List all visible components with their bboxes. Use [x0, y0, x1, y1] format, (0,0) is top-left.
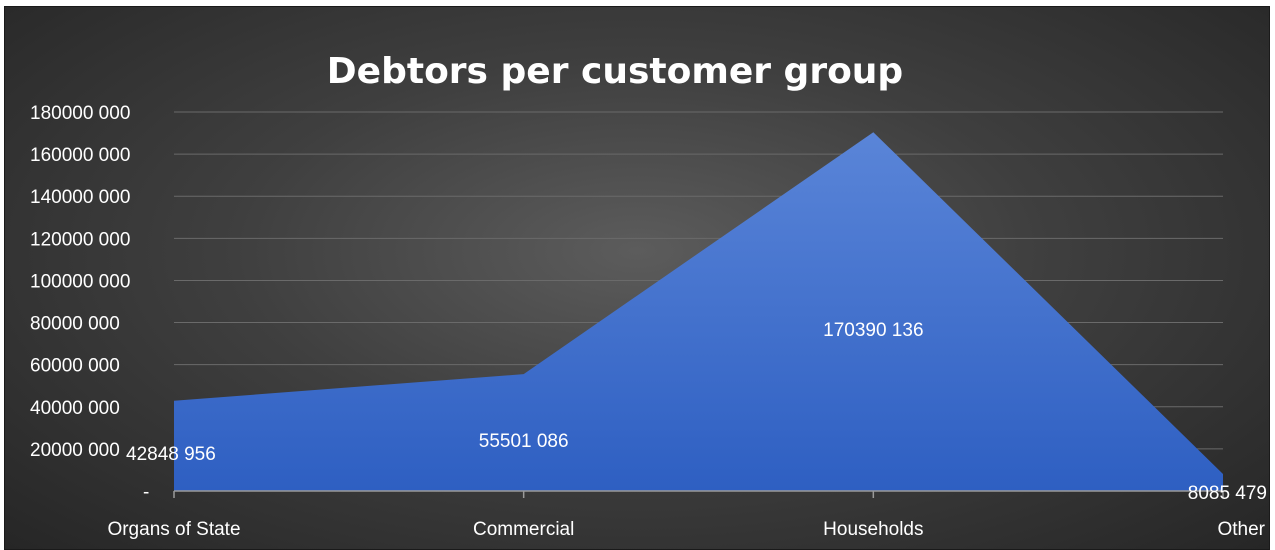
y-tick-label: 80000 000	[30, 314, 120, 335]
x-axis	[173, 490, 1224, 498]
y-tick-label: 60000 000	[30, 356, 120, 377]
y-axis-tick-labels: - 20000 000 40000 000 60000 000 80000 000 100…	[30, 103, 149, 503]
x-tick-label: Households	[823, 519, 923, 540]
y-tick-label: 140000 000	[30, 187, 130, 208]
y-tick-label: 40000 000	[30, 398, 120, 419]
y-tick-label: 160000 000	[30, 145, 130, 166]
y-tick-label: 120000 000	[30, 229, 130, 250]
area-series	[174, 132, 1223, 491]
x-tick-label: Organs of State	[107, 519, 240, 540]
data-label: 8085 479	[1188, 483, 1267, 504]
y-tick-label: 20000 000	[30, 440, 120, 461]
y-tick-label: -	[143, 482, 149, 503]
chart-title: Debtors per customer group	[326, 51, 904, 92]
series-area	[174, 132, 1223, 491]
page-top-strip	[0, 0, 1275, 6]
data-label: 170390 136	[823, 320, 923, 341]
area-chart: - 20000 000 40000 000 60000 000 80000 000 100…	[30, 103, 1267, 540]
y-tick-label: 100000 000	[30, 271, 130, 292]
data-labels: 42848 956 55501 086 170390 136 8085 479	[126, 320, 1267, 504]
data-label: 55501 086	[479, 431, 569, 452]
x-tick-label: Commercial	[473, 519, 574, 540]
y-tick-label: 180000 000	[30, 103, 130, 124]
data-label: 42848 956	[126, 444, 216, 465]
x-tick-label: Other	[1217, 519, 1265, 540]
x-axis-tick-labels: Organs of State Commercial Households Other	[107, 519, 1265, 540]
chart-container: Debtors per customer group - 20000 000 400…	[4, 6, 1270, 550]
